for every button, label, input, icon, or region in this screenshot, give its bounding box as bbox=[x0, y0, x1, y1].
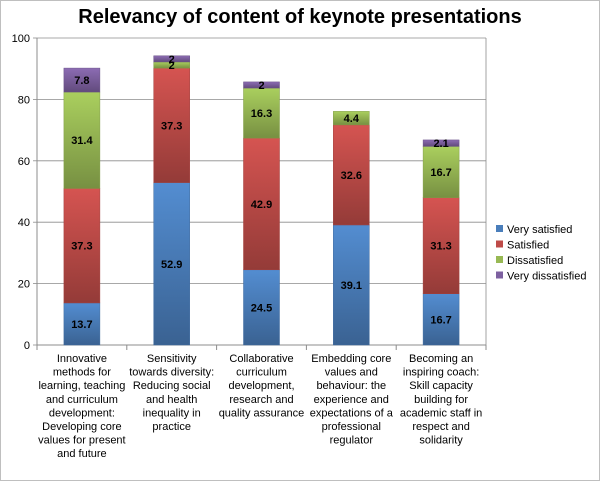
bar-segment bbox=[333, 124, 370, 226]
category-label: Innovative methods for learning, teaching a… bbox=[38, 353, 125, 460]
bar-segment bbox=[153, 182, 190, 346]
bar-segment bbox=[422, 139, 460, 147]
bar-segment bbox=[422, 146, 460, 198]
category-label: Becoming an inspiring coach: Skill capacit… bbox=[400, 353, 482, 447]
bar-segment bbox=[243, 137, 280, 271]
data-label: 37.3 bbox=[161, 120, 182, 132]
data-label: 31.3 bbox=[430, 241, 451, 253]
data-label: 2 bbox=[169, 60, 175, 72]
data-label: 24.5 bbox=[251, 302, 272, 314]
data-label: 4.4 bbox=[344, 113, 360, 125]
y-tick-label: 0 bbox=[24, 340, 30, 352]
chart-title: Relevancy of content of keynote presenta… bbox=[78, 6, 521, 28]
data-label: 52.9 bbox=[161, 259, 182, 271]
bar-segment bbox=[63, 188, 101, 304]
bar-segment bbox=[63, 91, 101, 189]
legend-swatch bbox=[496, 240, 503, 248]
y-tick-label: 60 bbox=[18, 156, 30, 168]
data-label: 13.7 bbox=[71, 319, 92, 331]
bars bbox=[63, 55, 460, 346]
category-label: Collaborative curriculum development, resea… bbox=[219, 353, 305, 419]
bar-segment bbox=[63, 302, 101, 346]
legend-label: Dissatisfied bbox=[507, 255, 563, 267]
bar-segment bbox=[243, 269, 280, 346]
bar-segment bbox=[63, 67, 101, 93]
category-label: Sensitivity towards diversity: Reducing so… bbox=[129, 353, 214, 433]
y-tick-label: 100 bbox=[12, 33, 30, 45]
y-tick-label: 80 bbox=[18, 94, 30, 106]
legend-swatch bbox=[496, 271, 503, 279]
legend-label: Very dissatisfied bbox=[507, 271, 586, 283]
data-label: 31.4 bbox=[71, 135, 93, 147]
data-label: 2.1 bbox=[433, 138, 448, 150]
bar-segment bbox=[422, 197, 460, 294]
data-label: 7.8 bbox=[74, 75, 89, 87]
legend: Very satisfied Satisfied Dissatisfied Very … bbox=[496, 224, 586, 283]
bar-segment bbox=[333, 111, 370, 126]
bar-segment bbox=[333, 224, 370, 346]
data-label: 16.3 bbox=[251, 108, 272, 120]
legend-swatch bbox=[496, 225, 503, 232]
data-label: 2 bbox=[258, 80, 264, 92]
bar-segment bbox=[422, 293, 460, 346]
data-label: 2 bbox=[169, 54, 175, 66]
data-label: 16.7 bbox=[430, 167, 451, 179]
y-tick-label: 20 bbox=[18, 279, 30, 291]
legend-label: Satisfied bbox=[507, 240, 549, 252]
category-labels: Innovative methods for learning, teaching a… bbox=[38, 353, 482, 460]
bar-segment bbox=[153, 67, 190, 183]
data-label: 37.3 bbox=[71, 241, 92, 253]
bar-segment bbox=[243, 81, 280, 89]
data-label: 32.6 bbox=[341, 170, 362, 182]
bar-segment bbox=[243, 87, 280, 139]
category-label: Embedding core values and behaviour: the ex… bbox=[310, 353, 394, 447]
data-labels: 13.737.331.47.852.937.32224.542.916.3239… bbox=[71, 54, 452, 331]
bar-segment bbox=[153, 55, 190, 63]
data-label: 39.1 bbox=[341, 280, 362, 292]
legend-swatch bbox=[496, 256, 503, 263]
y-tick-label: 40 bbox=[18, 217, 30, 229]
legend-label: Very satisfied bbox=[507, 224, 572, 236]
data-label: 42.9 bbox=[251, 199, 272, 211]
data-label: 16.7 bbox=[430, 314, 451, 326]
